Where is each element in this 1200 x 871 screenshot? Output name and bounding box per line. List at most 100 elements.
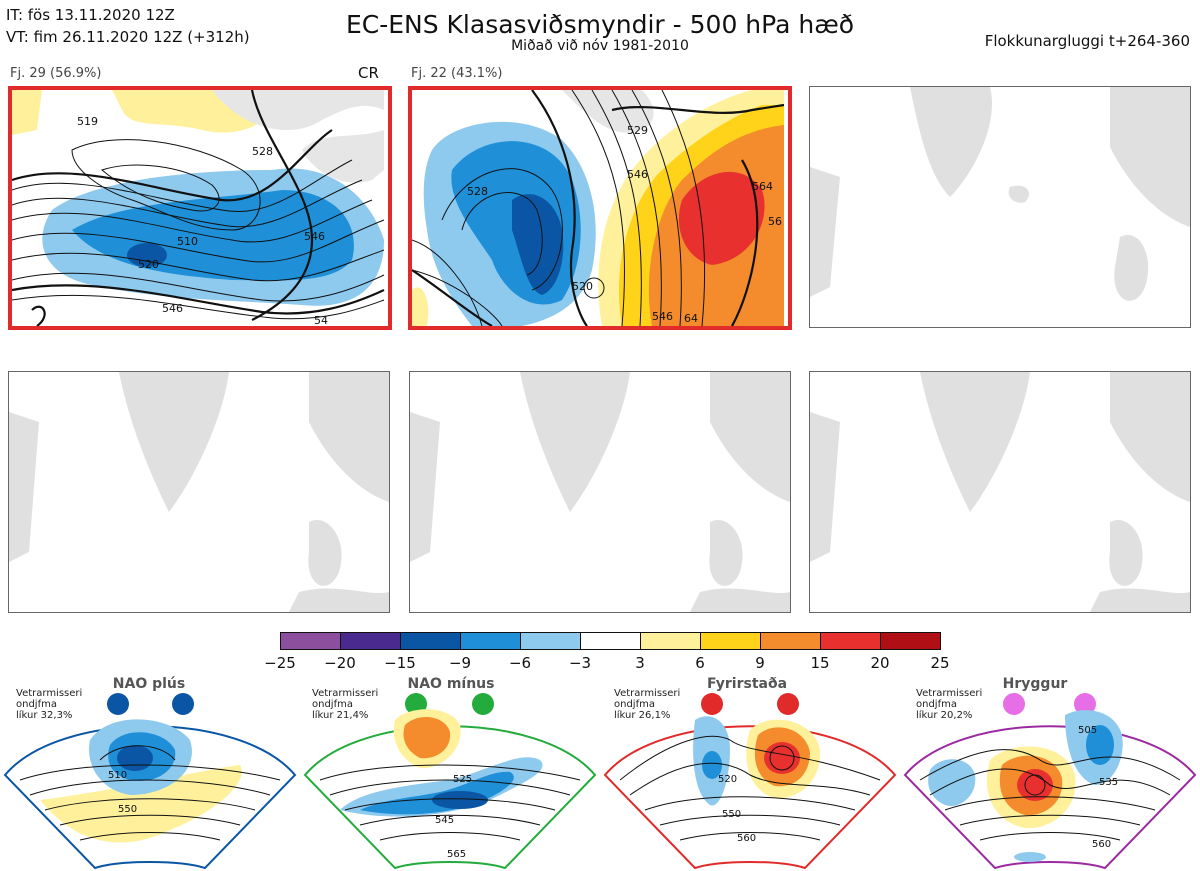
panel-2-label: Fj. 22 (43.1%) [411, 66, 503, 81]
regime-note-line: líkur 21,4% [312, 710, 369, 721]
p1-contour-label-4: 546 [304, 230, 325, 243]
ridge-label-1: 505 [1078, 725, 1097, 736]
header-times: IT: fös 13.11.2020 12Z VT: fim 26.11.202… [6, 4, 250, 48]
panel-1-tag: CR [358, 64, 379, 82]
ridge-label-2: 535 [1099, 777, 1118, 788]
regime-note-line: ondjfma [312, 699, 353, 710]
colorbar-swatch [760, 632, 821, 650]
regime-dot-ridge-2 [1074, 693, 1096, 715]
page-title: EC-ENS Klasasviðsmyndir - 500 hPa hæð [345, 10, 855, 39]
cluster-map-6[interactable] [809, 371, 1191, 613]
nao-minus-label-2: 545 [435, 815, 454, 826]
colorbar-swatch [820, 632, 881, 650]
colorbar-swatch [520, 632, 581, 650]
colorbar-tick-label: 25 [930, 654, 950, 672]
regime-note-blocking: Vetrarmisseri ondjfma líkur 26,1% [614, 688, 680, 721]
p1-contour-label-3: 510 [177, 235, 198, 248]
regime-note-line: Vetrarmisseri [312, 688, 379, 699]
p1-contour-label-1: 519 [77, 115, 98, 128]
panel-1-label: Fj. 29 (56.9%) [10, 66, 102, 81]
p2-contour-label-3: 546 [627, 168, 648, 181]
p2-contour-label-4: 564 [752, 180, 773, 193]
basemap-4 [9, 372, 389, 612]
colorbar-swatch [700, 632, 761, 650]
blocking-label-2: 550 [722, 809, 741, 820]
colorbar-tick-label: −9 [448, 654, 472, 672]
regime-note-line: líkur 20,2% [916, 710, 973, 721]
nao-plus-label-1: 510 [108, 770, 127, 781]
colorbar-swatch [640, 632, 701, 650]
ridge-label-3: 560 [1092, 839, 1111, 850]
colorbar-tick-label: −3 [568, 654, 592, 672]
regime-dot-nao-plus-1 [107, 693, 129, 715]
regime-note-line: líkur 32,3% [16, 710, 73, 721]
regime-note-line: ondjfma [614, 699, 655, 710]
colorbar-tick-label: 3 [635, 654, 645, 672]
p1-contour-label-7: 54 [314, 314, 328, 326]
colorbar-tick-label: 9 [755, 654, 765, 672]
basemap-5 [410, 372, 790, 612]
clustering-window: Flokkunargluggi t+264-360 [984, 32, 1190, 50]
p2-contour-label-5: 56 [768, 215, 782, 228]
colorbar-swatch [580, 632, 641, 650]
p2-contour-label-7: 546 [652, 310, 673, 323]
colorbar-tick-label: −15 [384, 654, 416, 672]
nao-plus-label-2: 550 [118, 804, 137, 815]
cluster-map-2[interactable]: 529 528 546 564 56 520 546 64 [408, 86, 792, 330]
regime-title-blocking: Fyrirstaða [706, 676, 788, 692]
nao-minus-label-3: 565 [447, 849, 466, 860]
colorbar-swatch [280, 632, 341, 650]
regime-dot-nao-minus-1 [405, 693, 427, 715]
regime-dot-blocking-2 [777, 693, 799, 715]
cluster-map-4[interactable] [8, 371, 390, 613]
regime-note-line: líkur 26,1% [614, 710, 671, 721]
regime-note-nao-minus: Vetrarmisseri ondjfma líkur 21,4% [312, 688, 378, 721]
regime-note-line: ondjfma [16, 699, 57, 710]
colorbar-tick-label: 15 [810, 654, 830, 672]
nao-minus-label-1: 525 [453, 774, 472, 785]
blocking-label-3: 560 [737, 833, 756, 844]
valid-time: VT: fim 26.11.2020 12Z (+312h) [6, 28, 250, 46]
colorbar-tick-label: −6 [508, 654, 532, 672]
colorbar-swatch [460, 632, 521, 650]
regime-map-blocking: 520 550 560 [603, 716, 897, 870]
colorbar-tick-label: −20 [324, 654, 356, 672]
cluster-map-2-graphic: 529 528 546 564 56 520 546 64 [412, 90, 788, 326]
p2-contour-label-2: 528 [467, 185, 488, 198]
colorbar-tick-label: 20 [870, 654, 890, 672]
regime-dot-nao-minus-2 [472, 693, 494, 715]
p2-contour-label-1: 529 [627, 124, 648, 137]
cluster-map-1-graphic: 519 528 510 546 520 546 54 [12, 90, 388, 326]
colorbar-swatch [880, 632, 941, 650]
colorbar-tick-label: 6 [695, 654, 705, 672]
cluster-map-1[interactable]: 519 528 510 546 520 546 54 [8, 86, 392, 330]
p2-contour-label-8: 64 [684, 312, 698, 325]
basemap-6 [810, 372, 1190, 612]
regime-note-ridge: Vetrarmisseri ondjfma líkur 20,2% [916, 688, 982, 721]
regime-map-nao-plus: 510 550 [3, 719, 297, 870]
cluster-map-3[interactable] [809, 86, 1191, 328]
regime-note-line: Vetrarmisseri [16, 688, 83, 699]
cluster-map-5[interactable] [409, 371, 791, 613]
regime-dot-nao-plus-2 [172, 693, 194, 715]
regime-map-ridge: 505 535 560 [903, 710, 1197, 870]
regime-note-nao-plus: Vetrarmisseri ondjfma líkur 32,3% [16, 688, 82, 721]
basemap-3 [810, 87, 1190, 301]
p1-contour-label-2: 528 [252, 145, 273, 158]
blocking-label-1: 520 [718, 774, 737, 785]
regime-dot-blocking-1 [701, 693, 723, 715]
regime-title-ridge: Hryggur [1002, 676, 1068, 692]
colorbar-tick-label: −25 [264, 654, 296, 672]
page-subtitle: Miðað við nóv 1981-2010 [511, 38, 689, 54]
colorbar-swatch [400, 632, 461, 650]
p2-contour-label-6: 520 [572, 280, 593, 293]
initial-time: IT: fös 13.11.2020 12Z [6, 6, 175, 24]
regime-title-nao-minus: NAO mínus [407, 676, 495, 692]
colorbar-swatch [340, 632, 401, 650]
p1-contour-label-5: 520 [138, 258, 159, 271]
regime-map-nao-minus: 525 545 565 [303, 709, 597, 870]
regime-dot-ridge-1 [1003, 693, 1025, 715]
regime-note-line: Vetrarmisseri [614, 688, 681, 699]
regime-note-line: Vetrarmisseri [916, 688, 983, 699]
p1-contour-label-6: 546 [162, 302, 183, 315]
